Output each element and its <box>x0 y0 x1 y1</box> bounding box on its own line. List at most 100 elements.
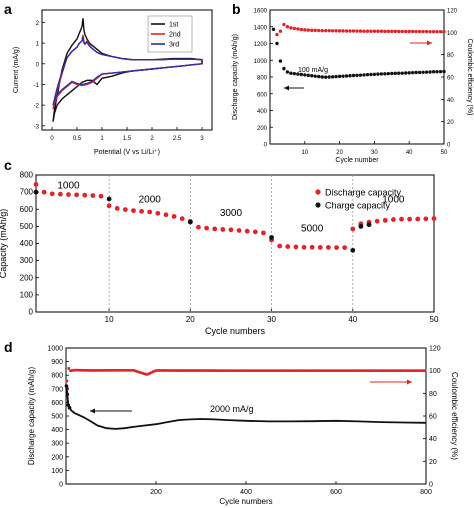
efficiency-point <box>126 369 130 372</box>
capacity-point <box>282 66 286 71</box>
efficiency-point <box>236 369 240 372</box>
efficiency-point <box>211 369 214 372</box>
efficiency-point <box>198 369 202 372</box>
panel-letter-d: d <box>4 339 13 355</box>
charge-point <box>269 235 274 240</box>
efficiency-point <box>375 369 378 372</box>
y-tick-label: 300 <box>51 441 63 448</box>
efficiency-point <box>71 369 74 372</box>
capacity-point <box>442 69 446 74</box>
efficiency-point <box>294 369 297 372</box>
capacity-point <box>435 70 439 74</box>
efficiency-point <box>148 372 151 375</box>
efficiency-point <box>321 369 324 372</box>
efficiency-point <box>327 28 331 33</box>
arrow-to-left-axis-head <box>284 85 289 91</box>
y-tick-label: 700 <box>20 188 34 197</box>
efficiency-point <box>348 369 351 372</box>
capacity-point <box>341 74 345 78</box>
efficiency-point <box>378 369 382 372</box>
x-axis-label: Cycle number <box>335 157 379 164</box>
capacity-point <box>327 75 331 79</box>
discharge-point <box>342 245 348 251</box>
efficiency-point <box>342 369 346 372</box>
efficiency-point <box>89 369 92 372</box>
capacity-point <box>386 71 391 76</box>
efficiency-point <box>420 369 423 372</box>
efficiency-point <box>335 369 339 372</box>
discharge-point <box>57 191 63 197</box>
y-tick-label: 0 <box>59 482 63 489</box>
efficiency-point <box>275 32 279 37</box>
efficiency-point <box>146 372 150 376</box>
capacity-point <box>372 72 377 77</box>
efficiency-point <box>231 369 234 372</box>
efficiency-point <box>424 29 429 34</box>
efficiency-point <box>390 29 394 34</box>
capacity-point <box>358 73 363 77</box>
capacity-point <box>438 69 443 74</box>
capacity-point <box>365 72 370 77</box>
capacity-point <box>393 71 397 76</box>
efficiency-point <box>74 368 78 372</box>
panel-letter-c: c <box>4 157 12 173</box>
capacity-point <box>400 71 404 75</box>
efficiency-point <box>359 369 362 372</box>
efficiency-point <box>134 369 137 373</box>
capacity-point <box>376 72 380 76</box>
arrow-to-left-axis-head <box>90 408 95 414</box>
efficiency-point <box>110 369 114 372</box>
discharge-point <box>236 228 242 233</box>
efficiency-point <box>78 368 81 372</box>
efficiency-point <box>413 369 416 372</box>
efficiency-point <box>260 369 263 372</box>
discharge-point <box>122 207 128 212</box>
efficiency-point <box>171 369 175 372</box>
discharge-point <box>98 193 104 199</box>
efficiency-point <box>72 368 76 372</box>
x-tick-label: 600 <box>330 489 342 496</box>
efficiency-point <box>240 369 243 372</box>
y-tick-label: 600 <box>257 92 268 98</box>
efficiency-point <box>395 369 398 372</box>
y-right-tick-label: 60 <box>429 414 437 421</box>
legend-label: 3rd <box>169 42 179 49</box>
y-right-tick-label: 60 <box>447 76 454 82</box>
x-tick-label: 10 <box>105 315 114 324</box>
efficiency-point <box>386 29 391 34</box>
y-tick-label: 600 <box>51 400 63 407</box>
legend-marker <box>315 202 321 208</box>
y-right-tick-label: 80 <box>429 391 437 398</box>
discharge-point <box>131 208 136 214</box>
discharge-point <box>277 243 283 249</box>
cv-curve-3rd <box>52 36 203 106</box>
efficiency-point <box>431 29 436 34</box>
discharge-point <box>399 216 404 222</box>
efficiency-point <box>276 369 279 372</box>
discharge-point <box>350 226 356 232</box>
y-tick-label: 400 <box>51 427 63 434</box>
capacity-point <box>64 384 69 388</box>
chart-d: 200 400 600 8000100200300400500600700800900… <box>27 346 459 507</box>
y-tick-label: 100 <box>51 468 63 475</box>
efficiency-point <box>369 29 373 33</box>
y-right-tick-label: 120 <box>447 9 458 15</box>
efficiency-point <box>90 369 94 372</box>
efficiency-point <box>135 370 139 373</box>
y-tick-label: 400 <box>20 239 34 248</box>
discharge-point <box>334 245 339 251</box>
capacity-point <box>407 71 411 75</box>
efficiency-point <box>306 369 310 372</box>
efficiency-point <box>65 379 69 383</box>
efficiency-point <box>292 369 295 372</box>
efficiency-point <box>435 29 439 34</box>
efficiency-point <box>330 369 333 372</box>
efficiency-point <box>391 369 394 372</box>
efficiency-point <box>119 369 123 372</box>
efficiency-point <box>414 29 418 34</box>
discharge-point <box>326 245 331 250</box>
efficiency-point <box>144 373 148 376</box>
chart-b: 10 20 30 40 50020040060080010001200140016000… <box>232 9 473 165</box>
chart-a: 0 0.5 1 1.5 2 2.5 3 -3 -2 -1 0 1 2 Potential (V vs Li… <box>13 9 213 156</box>
discharge-point <box>74 192 80 198</box>
